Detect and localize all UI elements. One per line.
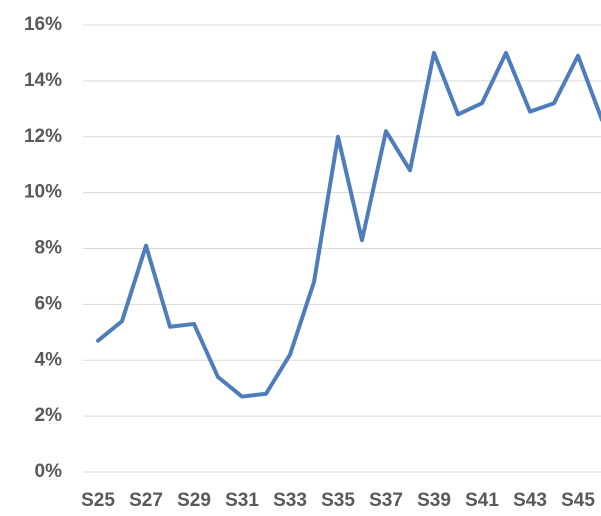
- x-tick-label: S27: [129, 490, 163, 511]
- y-tick-label: 2%: [35, 405, 63, 426]
- x-tick-label: S33: [273, 490, 307, 511]
- y-tick-label: 16%: [24, 14, 62, 35]
- x-tick-label: S39: [417, 490, 451, 511]
- line-series: [96, 50, 601, 399]
- y-tick-label: 4%: [35, 349, 63, 370]
- x-tick-label: S45: [561, 490, 595, 511]
- y-tick-label: 10%: [24, 182, 62, 203]
- y-tick-label: 12%: [24, 126, 62, 147]
- y-tick-label: 6%: [35, 293, 63, 314]
- x-tick-label: S25: [81, 490, 115, 511]
- x-tick-label: S31: [225, 490, 259, 511]
- x-tick-label: S35: [321, 490, 355, 511]
- x-tick-label: S41: [465, 490, 499, 511]
- y-tick-label: 14%: [24, 70, 62, 91]
- x-tick-label: S43: [513, 490, 547, 511]
- x-tick-label: S29: [177, 490, 211, 511]
- y-tick-label: 0%: [35, 461, 63, 482]
- y-tick-label: 8%: [35, 238, 63, 259]
- x-tick-label: S37: [369, 490, 403, 511]
